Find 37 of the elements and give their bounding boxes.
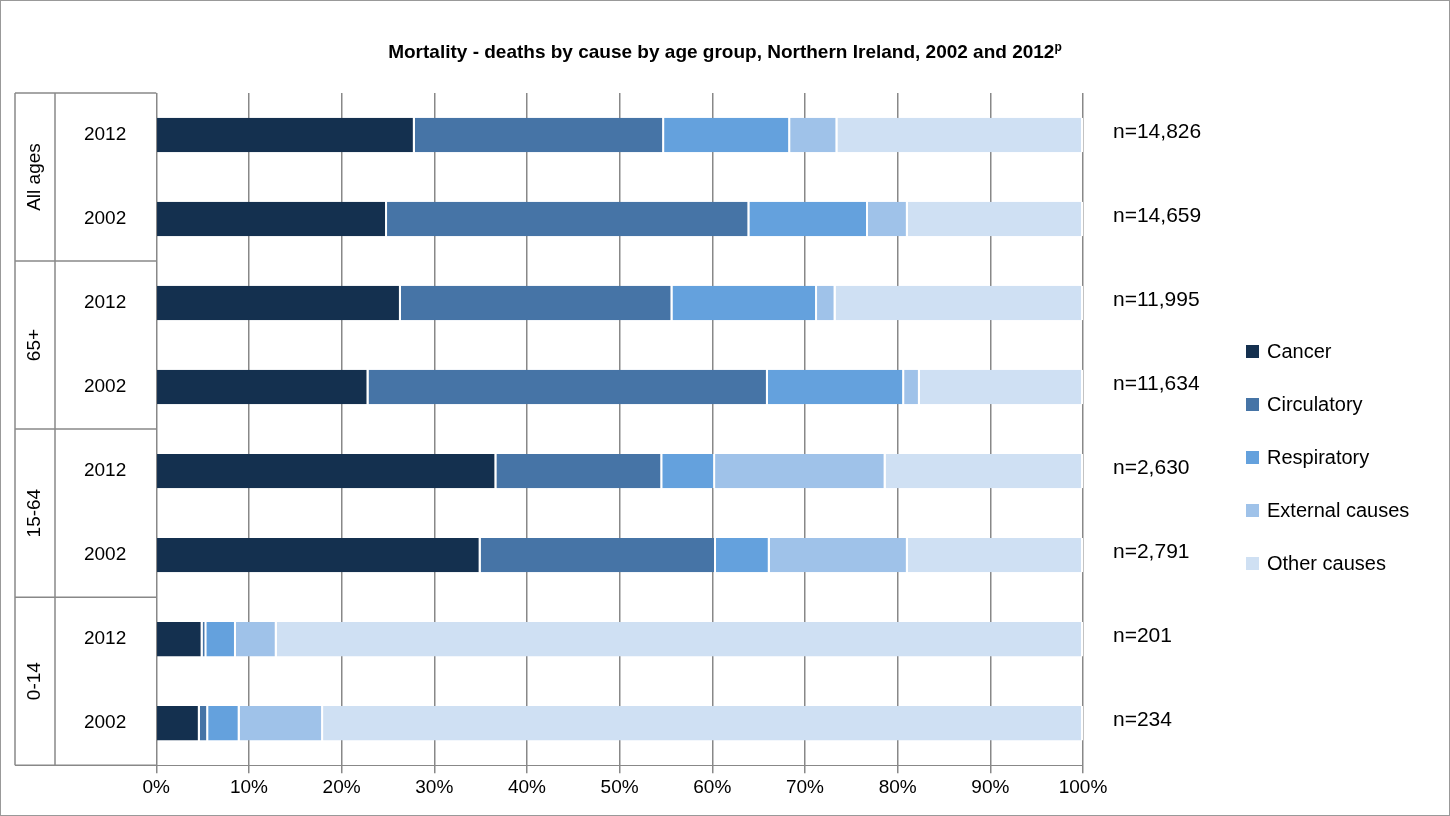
legend-label: Other causes	[1267, 552, 1386, 575]
y-tick-label: 2012	[83, 459, 127, 481]
x-tick-label: 80%	[878, 775, 917, 797]
x-tick-label: 30%	[415, 775, 454, 797]
text: n=14,659	[1113, 202, 1202, 226]
text: n=201	[1113, 622, 1172, 646]
x-tick-label: 50%	[600, 775, 639, 797]
text: n=2,630	[1113, 454, 1190, 478]
x-tick-label: 0%	[142, 775, 171, 797]
text: 0-14	[23, 661, 45, 701]
text: All ages	[23, 143, 45, 211]
y-tick-label: 2012	[83, 291, 127, 313]
text: 65+	[23, 328, 45, 362]
x-tick-label: 90%	[971, 775, 1010, 797]
x-tick-label: 70%	[785, 775, 825, 797]
text: 15-64	[23, 488, 45, 538]
text: n=11,995	[1113, 286, 1200, 310]
y-tick-label: 2012	[83, 123, 127, 145]
legend-label: Circulatory	[1267, 393, 1363, 416]
y-tick-label: 2002	[83, 207, 127, 229]
x-tick-label: 60%	[693, 775, 732, 797]
legend-label: Cancer	[1267, 340, 1332, 363]
chart-title: Mortality - deaths by cause by age group, Northern Ireland, 2002 and 2012$^{p}$	[387, 40, 1063, 64]
legend-label: Respiratory	[1267, 446, 1370, 469]
text: n=11,634	[1113, 370, 1200, 394]
legend-label: External causes	[1267, 499, 1410, 522]
text: n=14,826	[1113, 118, 1202, 142]
x-tick-label: 20%	[322, 775, 361, 797]
y-tick-label: 2002	[83, 711, 127, 733]
y-tick-label: 2002	[83, 543, 127, 565]
x-tick-label: 10%	[229, 775, 269, 797]
x-tick-label: 100%	[1058, 775, 1108, 797]
y-tick-label: 2012	[83, 627, 127, 649]
text: n=2,791	[1113, 538, 1190, 562]
text: n=234	[1113, 706, 1173, 730]
x-tick-label: 40%	[507, 775, 547, 797]
y-tick-label: 2002	[83, 375, 127, 397]
